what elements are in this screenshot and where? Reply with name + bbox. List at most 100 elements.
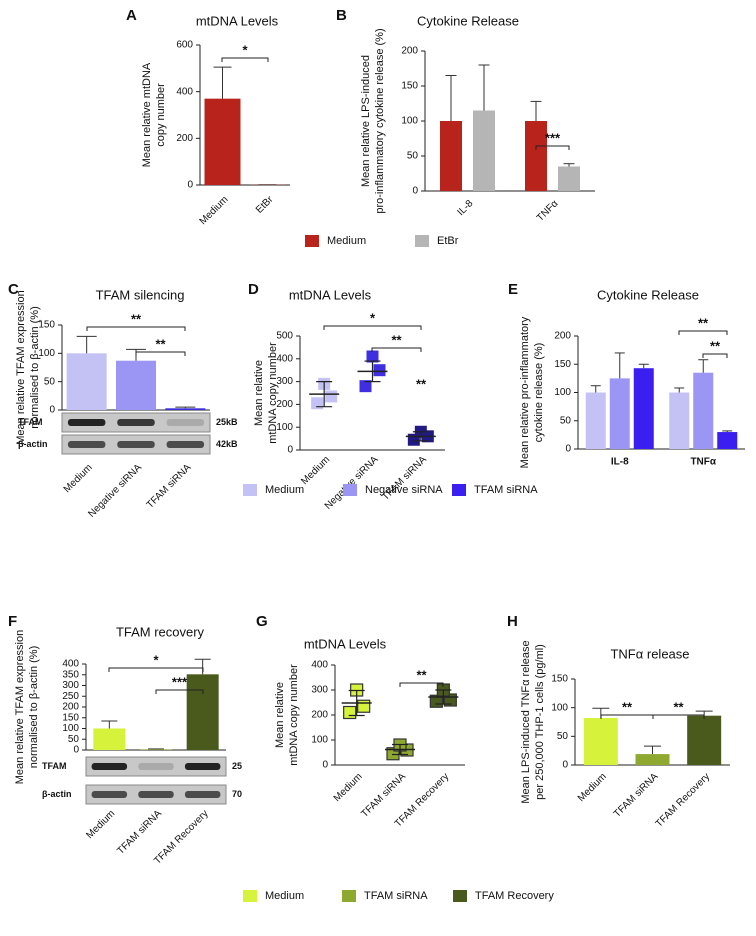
legend-label: TFAM siRNA [474,484,538,496]
significance-label: *** [172,674,188,689]
significance-label: *** [545,130,561,145]
data-point [343,705,357,720]
legend-swatch [305,235,319,247]
significance-bracket [535,145,570,150]
legend-swatch [243,484,257,496]
chart-title: Cytokine Release [597,287,699,302]
significance-bracket [323,325,422,330]
blot-band [91,791,128,798]
chart-title: TFAM recovery [116,624,205,639]
bar [165,408,206,410]
y-tick-label: 0 [49,405,55,416]
y-tick-label: 350 [62,669,79,680]
blot-strip [85,756,227,777]
y-tick-label: 150 [401,81,418,92]
blot-band [138,791,174,798]
bar [635,754,670,765]
y-axis-label: Mean relative pro-inflammatory [519,316,531,468]
panel-letter: H [507,613,518,630]
significance-label: ** [673,699,684,714]
significance-bracket [371,347,422,352]
y-axis-label: Mean relative TFAM expression [15,290,27,444]
data-point [357,699,371,713]
y-tick-label: 100 [551,702,568,713]
bar [633,368,654,449]
y-axis-label: copy number [155,83,167,147]
y-tick-label: 50 [557,731,569,742]
significance-bracket [155,689,204,694]
blot-band [91,763,128,770]
blot-band [166,419,205,426]
x-tick-label: TNFα [690,457,716,468]
legend-swatch [415,235,429,247]
chart-title: TNFα release [610,646,689,661]
blot-band [184,763,221,770]
y-axis-label: per 250,000 THP-1 cells (pg/ml) [534,644,546,800]
significance-label: * [153,652,159,667]
panel-letter: A [126,7,137,24]
y-tick-label: 300 [311,685,328,696]
significance-label: ** [416,667,427,682]
y-tick-label: 200 [554,331,571,342]
significance-bracket [652,714,705,719]
significance-bracket [86,326,186,331]
significance-label: * [370,310,376,325]
y-tick-label: 0 [565,444,571,455]
y-tick-label: 400 [62,659,79,670]
legend-swatch [452,484,466,496]
significance-label: ** [155,336,166,351]
legend-label: Negative siRNA [365,484,443,496]
chart-title: mtDNA Levels [289,287,372,302]
significance-label: ** [622,699,633,714]
bar [687,715,722,765]
y-axis-label: mtDNA copy number [267,342,279,444]
blot-row-label: β-actin [18,439,48,449]
y-tick-label: 100 [311,735,328,746]
data-point [359,380,372,393]
bar [558,166,580,191]
bar [186,674,219,750]
y-axis-label: Mean relative mtDNA [141,62,153,167]
y-axis-label: mtDNA copy number [288,664,300,766]
y-tick-label: 200 [401,46,418,57]
data-point [366,350,379,363]
y-axis-label: normalised to β-actin (%) [28,646,40,768]
chart-title: mtDNA Levels [304,636,387,651]
bar [440,121,462,191]
bar [669,392,690,449]
bar [140,749,172,750]
legend-swatch [453,890,467,902]
blot-size-label: 42kB [216,439,238,449]
y-tick-label: 100 [276,422,293,433]
blot-size-label: 25kB [216,417,238,427]
data-point [325,390,338,403]
blot-band [67,441,106,448]
x-tick-label: IL-8 [611,457,629,468]
y-tick-label: 300 [62,680,79,691]
blot-band [184,791,221,798]
y-tick-label: 150 [551,674,568,685]
y-axis-label: Mean relative [274,682,286,748]
panel-letter: C [8,281,19,298]
y-axis-label: Mean relative TFAM expression [14,630,26,784]
panel-letter: E [508,281,518,298]
significance-bracket [135,351,186,356]
y-axis-label: pro-inflammatory cytokine release (%) [374,28,386,213]
significance-bracket [399,682,444,687]
legend-label: Medium [265,484,304,496]
y-axis-label: Mean relative [253,360,265,426]
significance-bracket [108,667,204,672]
y-tick-label: 200 [176,133,193,144]
legend-swatch [342,890,356,902]
significance-label: ** [131,311,142,326]
data-point [311,397,324,410]
chart-title: TFAM silencing [96,287,185,302]
y-tick-label: 0 [73,745,79,756]
chart-title: mtDNA Levels [196,13,279,28]
significance-label: ** [710,338,721,353]
blot-row-label: TFAM [18,417,43,427]
y-tick-label: 0 [287,445,293,456]
panel-letter: F [8,613,17,630]
